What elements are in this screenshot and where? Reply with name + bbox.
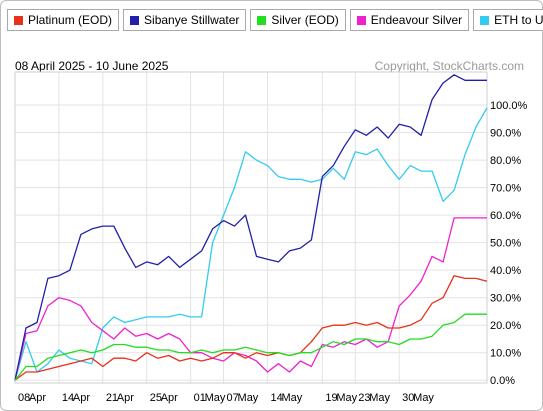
y-tick-label: 0.0% xyxy=(490,375,515,387)
legend-label: ETH to USD xyxy=(494,13,543,27)
x-tick-label: Apr xyxy=(161,392,178,404)
y-tick-label: 80.0% xyxy=(490,155,521,167)
series-group xyxy=(14,74,488,381)
legend-item: ETH to USD xyxy=(473,9,543,31)
y-tick-label: 90.0% xyxy=(490,128,521,140)
legend-swatch xyxy=(356,15,366,25)
y-tick-label: 20.0% xyxy=(490,320,521,332)
x-tick-label: 30 xyxy=(402,392,414,404)
legend-item: Platinum (EOD) xyxy=(7,9,120,31)
legend: Platinum (EOD) Sibanye Stillwater Silver (… xyxy=(7,9,543,31)
legend-label: Platinum (EOD) xyxy=(28,13,113,27)
legend-swatch xyxy=(257,15,267,25)
series-line-sibanye-stillwater xyxy=(14,74,487,381)
x-tick-label: May xyxy=(238,392,259,404)
x-tick-label: 19 xyxy=(325,392,337,404)
y-tick-label: 40.0% xyxy=(490,265,521,277)
legend-label: Silver (EOD) xyxy=(271,13,339,27)
series-line-platinum-eod xyxy=(14,275,488,381)
series-line-endeavour-silver xyxy=(14,217,487,381)
x-tick-label: 14 xyxy=(270,392,282,404)
legend-swatch xyxy=(130,15,140,25)
copyright-label: Copyright, StockCharts.com xyxy=(374,59,524,73)
legend-label: Endeavour Silver xyxy=(370,13,463,27)
x-tick-label: 01 xyxy=(194,392,206,404)
x-tick-label: May xyxy=(336,392,357,404)
x-tick-label: 21 xyxy=(106,392,118,404)
x-tick-label: 23 xyxy=(358,392,370,404)
x-tick-label: 08 xyxy=(18,392,30,404)
date-range-label: 08 April 2025 - 10 June 2025 xyxy=(15,59,169,73)
x-tick-label: May xyxy=(413,392,434,404)
legend-item: Endeavour Silver xyxy=(349,9,470,31)
legend-label: Sibanye Stillwater xyxy=(144,13,240,27)
x-tick-label: Apr xyxy=(29,392,46,404)
y-tick-label: 100.0% xyxy=(490,100,528,112)
x-tick-label: 25 xyxy=(150,392,162,404)
x-tick-label: May xyxy=(369,392,390,404)
series-line-silver-eod xyxy=(14,313,487,381)
y-tick-label: 60.0% xyxy=(490,210,521,222)
legend-item: Silver (EOD) xyxy=(250,9,346,31)
y-axis-ticks: 0.0% 10.0% 20.0% 30.0% 40.0% 50.0% 60.0% 70.0% 8… xyxy=(490,100,528,387)
y-tick-label: 30.0% xyxy=(490,293,521,305)
legend-swatch xyxy=(480,15,490,25)
legend-item: Sibanye Stillwater xyxy=(123,9,247,31)
plot-area xyxy=(14,71,488,384)
x-tick-label: Apr xyxy=(117,392,134,404)
grid xyxy=(14,71,488,384)
y-tick-label: 50.0% xyxy=(490,238,521,250)
y-tick-label: 70.0% xyxy=(490,183,521,195)
x-tick-label: 14 xyxy=(62,392,74,404)
y-tick-label: 10.0% xyxy=(490,348,521,360)
x-tick-label: May xyxy=(281,392,302,404)
x-tick-label: 07 xyxy=(227,392,239,404)
x-tick-label: Apr xyxy=(73,392,90,404)
x-tick-label: May xyxy=(205,392,226,404)
series-line-eth-to-usd xyxy=(14,107,488,381)
legend-swatch xyxy=(14,15,23,25)
